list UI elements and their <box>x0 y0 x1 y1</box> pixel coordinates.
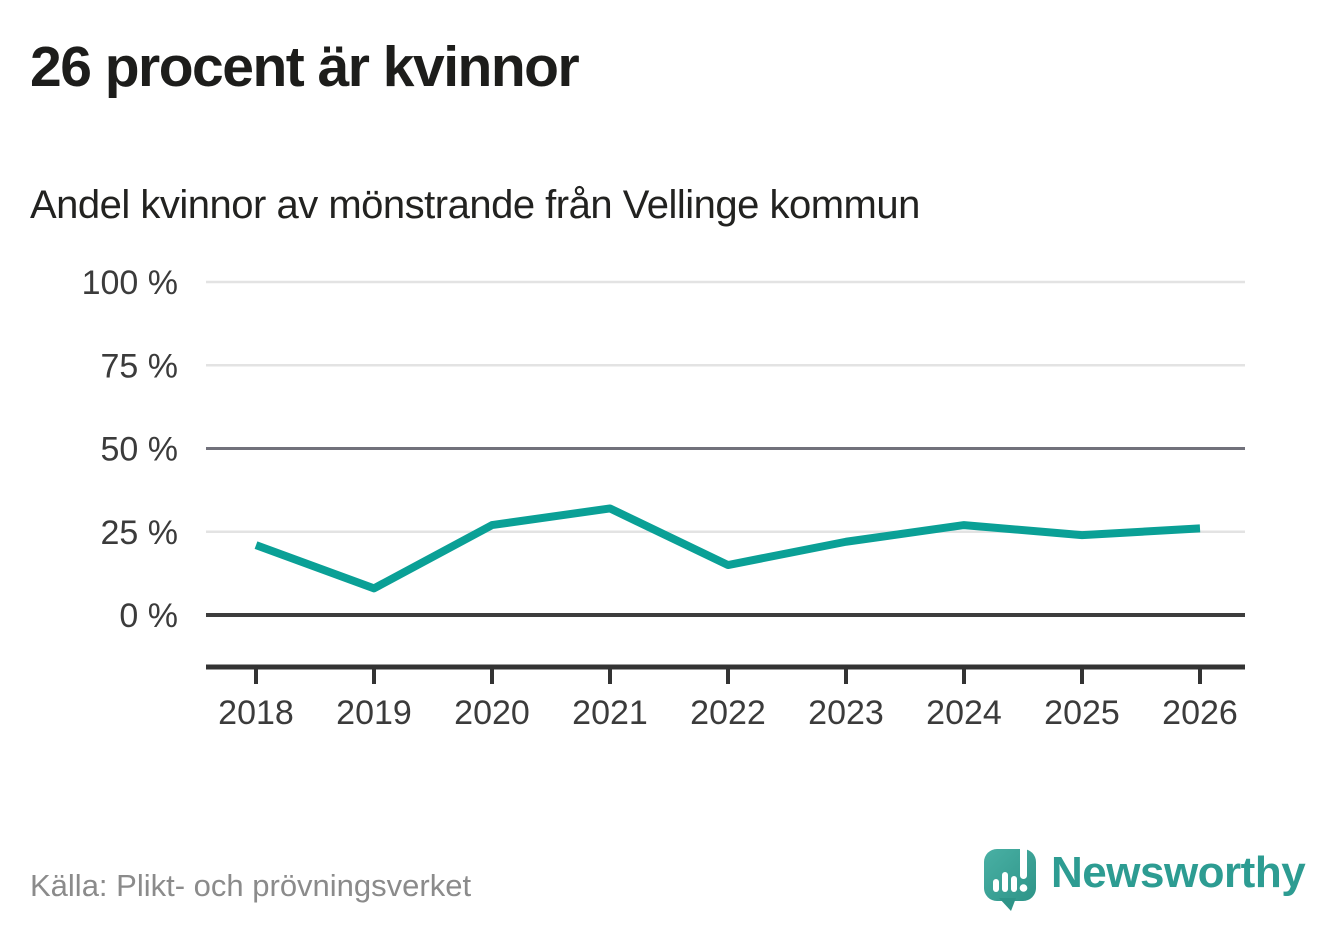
x-axis-tick-label: 2026 <box>1162 694 1238 732</box>
chart-title: 26 procent är kvinnor <box>30 35 580 99</box>
x-axis-tick-label: 2020 <box>454 694 530 732</box>
chart-subtitle: Andel kvinnor av mönstrande från Velling… <box>30 183 920 227</box>
logo-bar-1 <box>993 879 999 892</box>
newsworthy-logo-icon <box>984 845 1036 911</box>
logo-exclamation-bar <box>1020 845 1027 879</box>
source-attribution: Källa: Plikt- och prövningsverket <box>30 868 472 903</box>
y-axis-tick-label: 25 % <box>101 514 179 552</box>
x-axis-tick-label: 2025 <box>1044 694 1120 732</box>
y-axis-tick-label: 100 % <box>82 264 178 302</box>
logo-exclamation-dot <box>1019 884 1028 892</box>
x-axis-tick-label: 2024 <box>926 694 1002 732</box>
logo-speech-bubble <box>984 849 1036 901</box>
logo-bar-3 <box>1011 876 1017 892</box>
x-axis-tick-label: 2023 <box>808 694 884 732</box>
x-axis-tick-label: 2022 <box>690 694 766 732</box>
y-axis-tick-label: 50 % <box>101 431 179 469</box>
brand-name: Newsworthy <box>1051 848 1306 897</box>
y-axis-tick-label: 0 % <box>119 597 178 635</box>
logo-bubble-tail <box>999 898 1016 911</box>
line-chart-plot: 0 % 25 % 50 % 75 % 100 % 2018 2019 2020 2021 2022… <box>82 264 1245 732</box>
y-axis-tick-label: 75 % <box>101 347 179 385</box>
newsworthy-brand: Newsworthy <box>983 842 1306 912</box>
x-axis-tick-label: 2021 <box>572 694 648 732</box>
x-axis-tick-label: 2019 <box>336 694 412 732</box>
x-axis-tick-label: 2018 <box>218 694 294 732</box>
data-line-Andel kvinnor av mönstrande <box>254 504 1201 593</box>
logo-bar-2 <box>1002 872 1008 892</box>
